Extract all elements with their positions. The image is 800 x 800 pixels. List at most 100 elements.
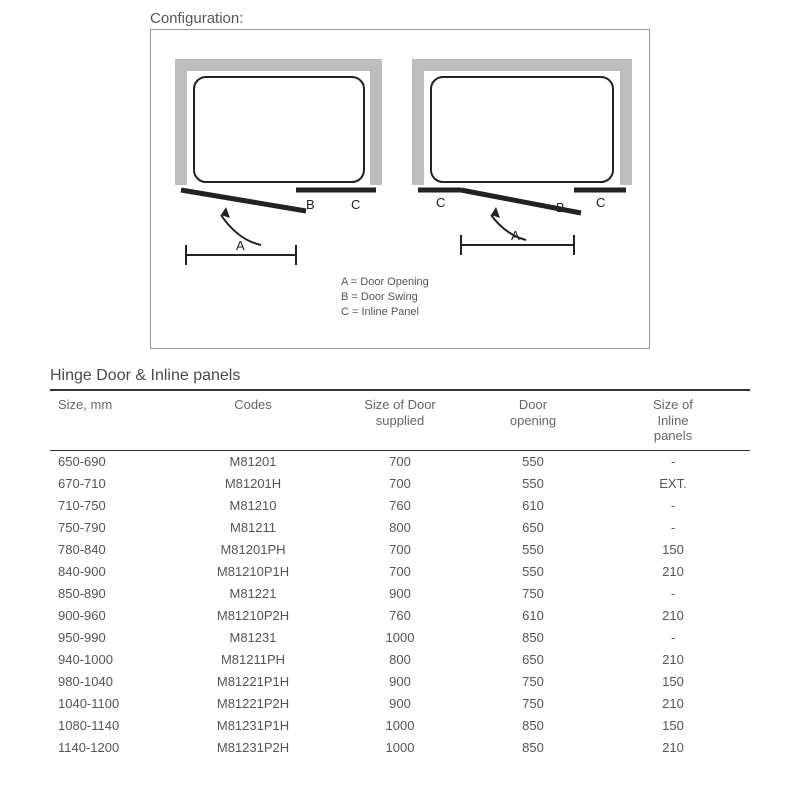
cell-codes: M81201H xyxy=(176,473,330,495)
cell-size: 750-790 xyxy=(50,517,176,539)
config-legend: A = Door Opening B = Door Swing C = Inli… xyxy=(341,275,429,320)
cell-codes: M81201PH xyxy=(176,539,330,561)
table-row: 750-790M81211800650- xyxy=(50,517,750,539)
cell-open: 550 xyxy=(470,561,596,583)
diagram-right: C B C A xyxy=(406,45,641,275)
cell-size: 950-990 xyxy=(50,627,176,649)
cell-inline: EXT. xyxy=(596,473,750,495)
table-row: 850-890M81221900750- xyxy=(50,583,750,605)
diagram-left: B C A xyxy=(166,45,401,275)
cell-size: 850-890 xyxy=(50,583,176,605)
cell-inline: 210 xyxy=(596,693,750,715)
cell-size: 1140-1200 xyxy=(50,737,176,759)
cell-codes: M81210P1H xyxy=(176,561,330,583)
cell-open: 750 xyxy=(470,693,596,715)
cell-codes: M81231P1H xyxy=(176,715,330,737)
cell-open: 550 xyxy=(470,473,596,495)
cell-size: 940-1000 xyxy=(50,649,176,671)
config-box: B C A C B C A A = Door Opening B = Door … xyxy=(150,29,650,349)
cell-codes: M81201 xyxy=(176,450,330,473)
cell-codes: M81231 xyxy=(176,627,330,649)
cell-dsize: 800 xyxy=(330,649,470,671)
cell-size: 1080-1140 xyxy=(50,715,176,737)
col-open: Door opening xyxy=(470,390,596,450)
cell-inline: - xyxy=(596,517,750,539)
cell-dsize: 700 xyxy=(330,473,470,495)
cell-dsize: 760 xyxy=(330,605,470,627)
config-heading: Configuration: xyxy=(150,10,750,27)
table-row: 940-1000M81211PH800650210 xyxy=(50,649,750,671)
label-c: C xyxy=(351,197,360,212)
cell-dsize: 760 xyxy=(330,495,470,517)
cell-inline: 210 xyxy=(596,605,750,627)
cell-open: 850 xyxy=(470,715,596,737)
cell-codes: M81221P1H xyxy=(176,671,330,693)
cell-size: 900-960 xyxy=(50,605,176,627)
col-size: Size, mm xyxy=(50,390,176,450)
col-dsize: Size of Door supplied xyxy=(330,390,470,450)
cell-codes: M81221 xyxy=(176,583,330,605)
cell-dsize: 700 xyxy=(330,561,470,583)
cell-inline: 150 xyxy=(596,671,750,693)
cell-size: 1040-1100 xyxy=(50,693,176,715)
table-row: 1140-1200M81231P2H1000850210 xyxy=(50,737,750,759)
cell-dsize: 1000 xyxy=(330,627,470,649)
label-a: A xyxy=(236,238,245,253)
table-header-row: Size, mm Codes Size of Door supplied Doo… xyxy=(50,390,750,450)
cell-dsize: 1000 xyxy=(330,737,470,759)
table-row: 840-900M81210P1H700550210 xyxy=(50,561,750,583)
table-row: 980-1040M81221P1H900750150 xyxy=(50,671,750,693)
label-c-right: C xyxy=(596,195,605,210)
cell-open: 550 xyxy=(470,450,596,473)
table-row: 1080-1140M81231P1H1000850150 xyxy=(50,715,750,737)
cell-size: 650-690 xyxy=(50,450,176,473)
legend-a: A = Door Opening xyxy=(341,275,429,290)
cell-open: 610 xyxy=(470,605,596,627)
legend-c: C = Inline Panel xyxy=(341,305,429,320)
cell-open: 750 xyxy=(470,583,596,605)
section-title: Hinge Door & Inline panels xyxy=(50,367,750,385)
label-b: B xyxy=(306,197,315,212)
cell-dsize: 700 xyxy=(330,539,470,561)
cell-inline: 150 xyxy=(596,539,750,561)
table-row: 710-750M81210760610- xyxy=(50,495,750,517)
cell-dsize: 700 xyxy=(330,450,470,473)
table-row: 670-710M81201H700550EXT. xyxy=(50,473,750,495)
col-codes: Codes xyxy=(176,390,330,450)
cell-size: 980-1040 xyxy=(50,671,176,693)
table-row: 950-990M812311000850- xyxy=(50,627,750,649)
cell-codes: M81221P2H xyxy=(176,693,330,715)
cell-inline: 210 xyxy=(596,737,750,759)
cell-inline: 210 xyxy=(596,561,750,583)
table-row: 780-840M81201PH700550150 xyxy=(50,539,750,561)
cell-codes: M81211 xyxy=(176,517,330,539)
cell-size: 780-840 xyxy=(50,539,176,561)
cell-codes: M81211PH xyxy=(176,649,330,671)
table-row: 650-690M81201700550- xyxy=(50,450,750,473)
label-b: B xyxy=(556,200,565,215)
cell-dsize: 900 xyxy=(330,693,470,715)
cell-dsize: 800 xyxy=(330,517,470,539)
cell-inline: - xyxy=(596,627,750,649)
cell-inline: - xyxy=(596,450,750,473)
cell-open: 650 xyxy=(470,649,596,671)
table-row: 1040-1100M81221P2H900750210 xyxy=(50,693,750,715)
cell-codes: M81231P2H xyxy=(176,737,330,759)
cell-open: 550 xyxy=(470,539,596,561)
cell-codes: M81210P2H xyxy=(176,605,330,627)
cell-open: 610 xyxy=(470,495,596,517)
cell-open: 750 xyxy=(470,671,596,693)
cell-inline: - xyxy=(596,583,750,605)
cell-size: 670-710 xyxy=(50,473,176,495)
cell-codes: M81210 xyxy=(176,495,330,517)
cell-dsize: 900 xyxy=(330,671,470,693)
table-row: 900-960M81210P2H760610210 xyxy=(50,605,750,627)
label-c-left: C xyxy=(436,195,445,210)
cell-size: 840-900 xyxy=(50,561,176,583)
cell-dsize: 1000 xyxy=(330,715,470,737)
cell-open: 850 xyxy=(470,737,596,759)
col-inline: Size of Inline panels xyxy=(596,390,750,450)
cell-inline: 210 xyxy=(596,649,750,671)
label-a: A xyxy=(511,228,520,243)
cell-open: 650 xyxy=(470,517,596,539)
